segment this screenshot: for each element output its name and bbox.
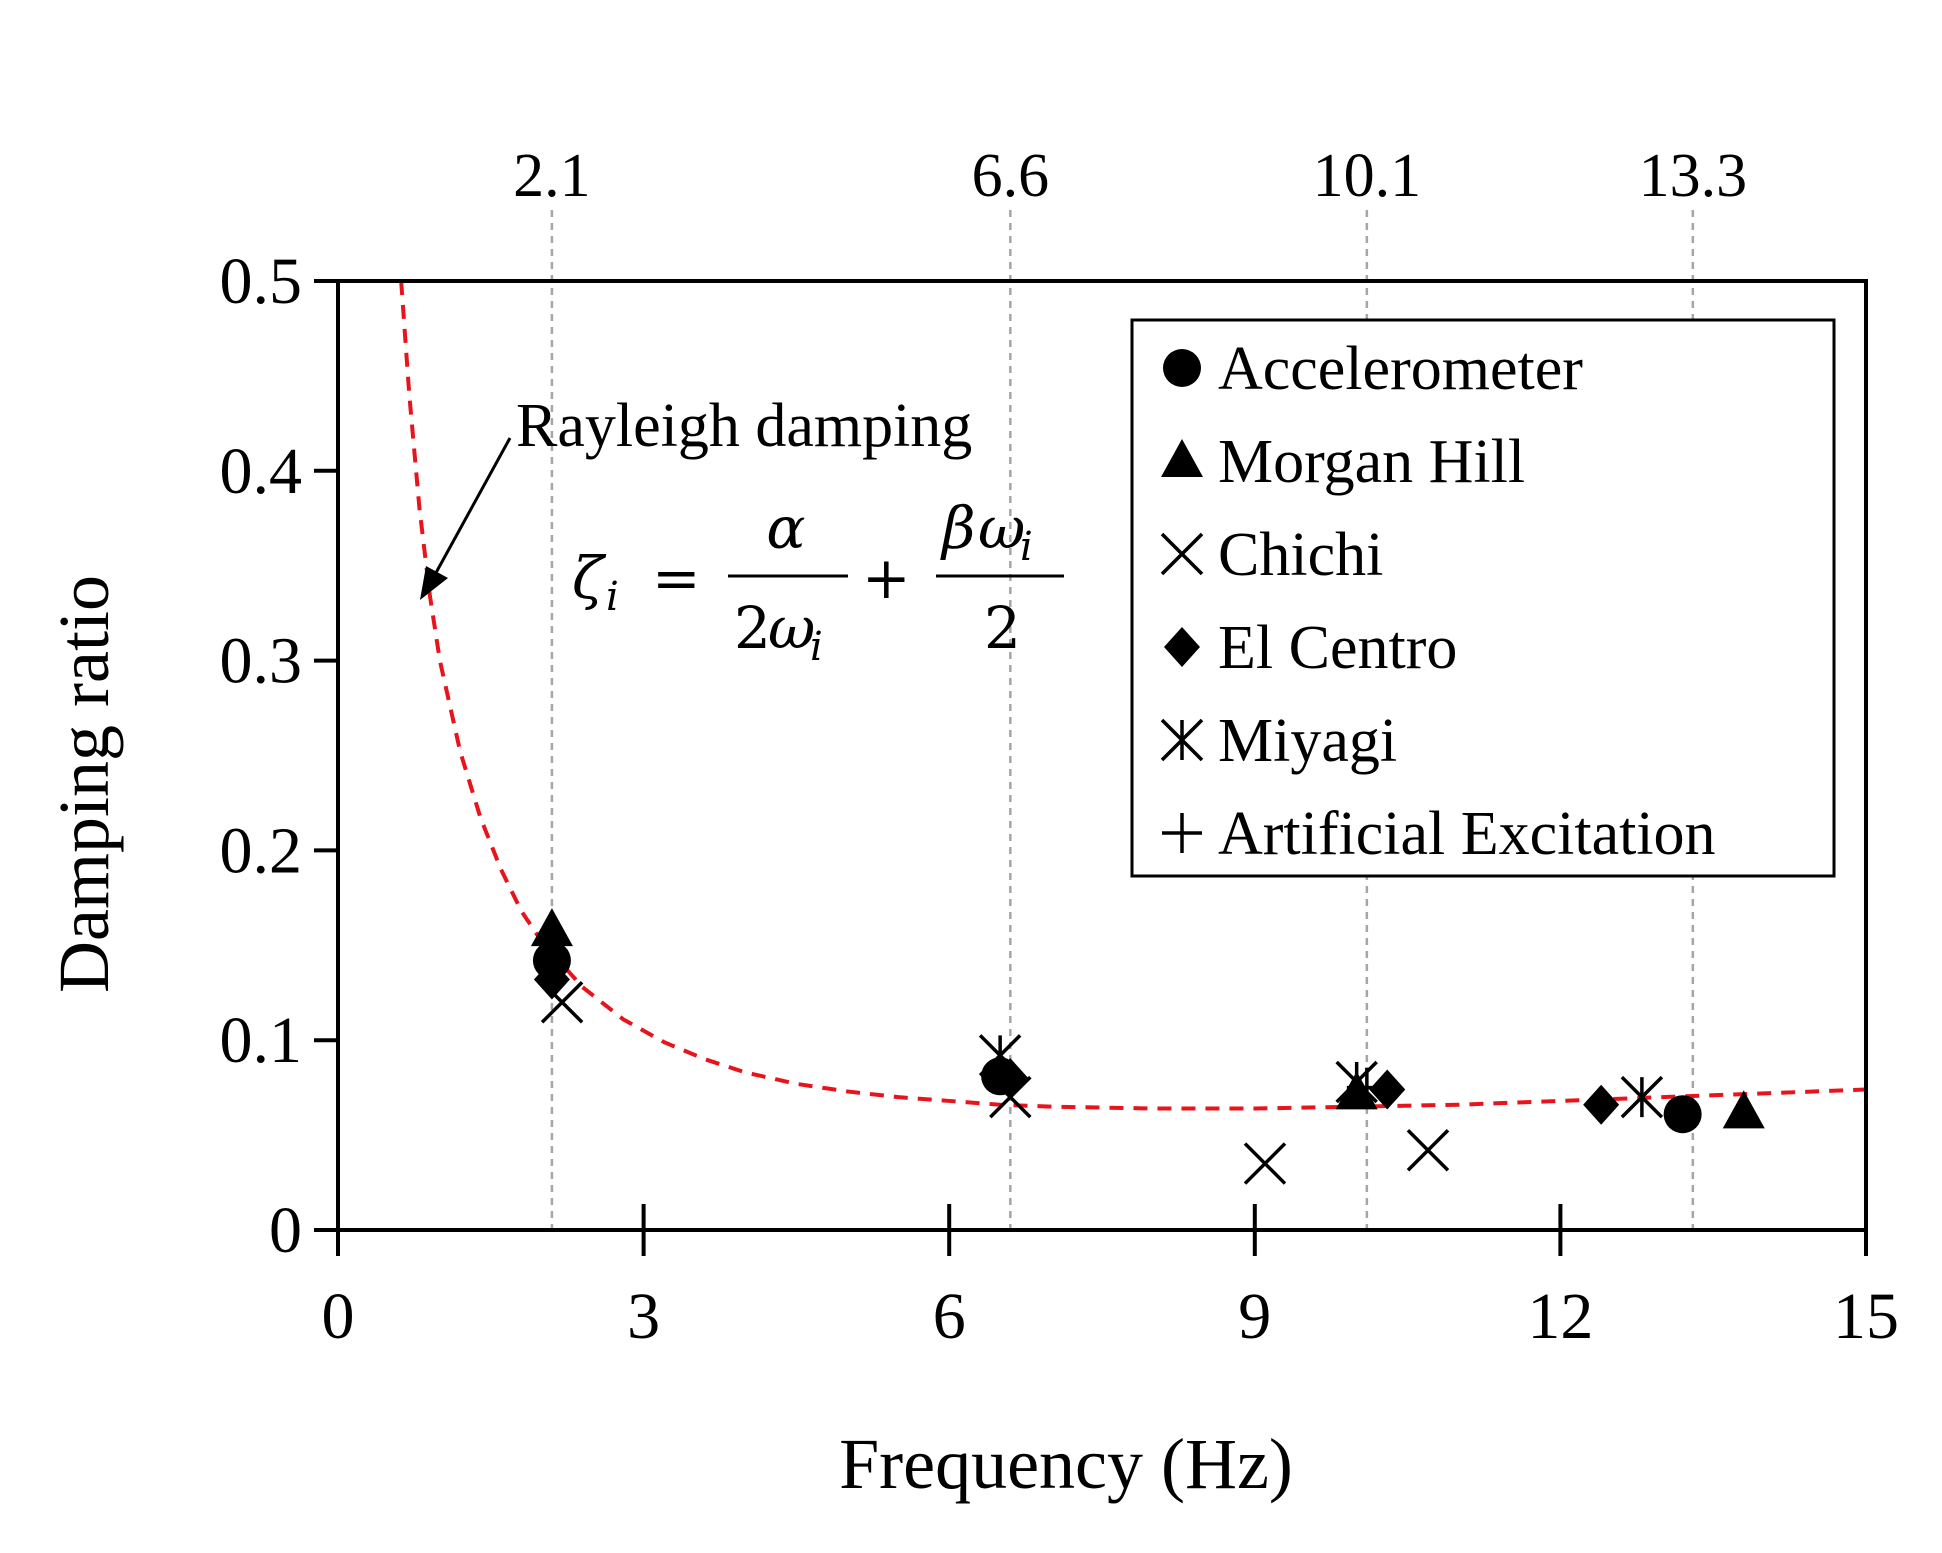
point-circle-0-2 — [1663, 1095, 1702, 1134]
legend-marker-asterisk — [1160, 718, 1204, 762]
point-x-2-2-stroke-b — [1243, 1142, 1287, 1185]
legend-marker-diamond — [1164, 627, 1200, 667]
eq-sub-i-1: i — [606, 574, 619, 620]
axes: 0 3 6 9 12 15 0 0.1 0.2 0.3 0.4 0.5 — [220, 245, 1900, 1353]
modal-frequency-label-3: 13.3 — [1639, 142, 1748, 210]
eq-sub-i-3: i — [1020, 524, 1033, 570]
point-asterisk-4-1 — [1335, 1060, 1378, 1104]
y-axis-title: Damping ratio — [44, 575, 124, 993]
point-x-2-2 — [1243, 1142, 1287, 1185]
x-tick-label-5: 15 — [1833, 1280, 1899, 1353]
legend-marker-x-stroke-b — [1160, 532, 1204, 576]
legend-label-5: Artificial Excitation — [1218, 800, 1716, 868]
eq-plus: + — [862, 544, 911, 612]
modal-frequency-label-2: 10.1 — [1313, 142, 1422, 210]
legend-label-3: El Centro — [1218, 614, 1457, 682]
point-x-2-3 — [1406, 1129, 1450, 1172]
eq-two-1: 2 — [734, 594, 771, 662]
point-diamond-3-0 — [533, 959, 570, 1000]
legend-label-4: Miyagi — [1218, 707, 1397, 775]
legend-label-2: Chichi — [1218, 521, 1383, 589]
modal-frequency-label-0: 2.1 — [513, 142, 591, 210]
rayleigh-equation: ζ i = α 2 ω i + β ω i 2 — [572, 494, 1064, 670]
rayleigh-label: Rayleigh damping — [516, 392, 972, 460]
y-tick-label-2: 0.2 — [220, 814, 303, 887]
legend-label-0: Accelerometer — [1218, 335, 1583, 403]
point-diamond-3-3 — [1583, 1084, 1620, 1125]
eq-omega-2: ω — [978, 494, 1025, 562]
legend-marker-circle — [1163, 349, 1201, 387]
point-triangle-1-2 — [1722, 1090, 1765, 1129]
point-x-2-3-stroke-b — [1406, 1129, 1450, 1172]
point-diamond-3-2 — [1369, 1069, 1406, 1110]
legend: Accelerometer Morgan Hill Chichi El Centro M… — [1130, 318, 1836, 878]
eq-beta: β — [940, 494, 976, 562]
legend-box — [1130, 318, 1836, 878]
x-tick-label-4: 12 — [1527, 1280, 1593, 1353]
eq-two-2: 2 — [984, 594, 1021, 662]
point-asterisk-4-2 — [1620, 1075, 1664, 1119]
eq-equals: = — [652, 544, 701, 612]
point-x-2-0-stroke-b — [540, 981, 584, 1024]
modal-frequency-label-1: 6.6 — [972, 142, 1050, 210]
eq-sub-i-2: i — [810, 624, 823, 670]
eq-zeta: ζ — [572, 544, 607, 612]
point-plus-5-0 — [1346, 1067, 1387, 1108]
rayleigh-curve-layer — [399, 280, 1867, 1111]
x-tick-label-1: 3 — [627, 1280, 660, 1353]
point-asterisk-4-0 — [978, 1034, 1022, 1077]
eq-omega-1: ω — [768, 594, 815, 662]
legend-marker-plus — [1162, 813, 1202, 853]
legend-marker-triangle — [1161, 439, 1203, 477]
y-tick-label-0: 0 — [269, 1194, 302, 1267]
eq-alpha: α — [766, 494, 805, 562]
legend-marker-x — [1160, 532, 1204, 576]
y-tick-label-3: 0.3 — [220, 625, 303, 698]
x-tick-label-0: 0 — [322, 1280, 355, 1353]
rayleigh-curve — [399, 280, 1867, 1111]
x-axis-title: Frequency (Hz) — [839, 1424, 1293, 1504]
plot-frame — [336, 279, 1868, 1232]
x-tick-label-3: 9 — [1238, 1280, 1271, 1353]
point-triangle-1-0 — [530, 908, 573, 947]
legend-label-1: Morgan Hill — [1218, 428, 1525, 496]
data-markers — [530, 908, 1765, 1185]
x-tick-label-2: 6 — [933, 1280, 966, 1353]
y-tick-label-1: 0.1 — [220, 1004, 303, 1077]
y-tick-label-5: 0.5 — [220, 245, 303, 318]
y-tick-label-4: 0.4 — [220, 435, 303, 508]
annotation-arrow — [420, 437, 512, 600]
